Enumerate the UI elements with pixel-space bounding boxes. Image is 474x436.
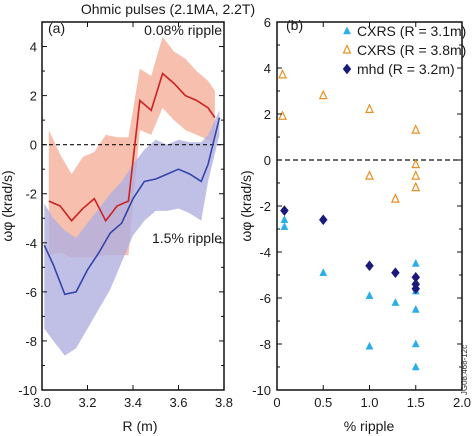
legend-marker-filled-triangle: [343, 26, 351, 35]
data-point-open-triangle: [278, 68, 287, 79]
data-point-filled-triangle: [411, 258, 420, 267]
y-tick-label: -10: [18, 383, 37, 398]
data-point-filled-diamond: [411, 283, 421, 295]
y-tick-label: -2: [259, 199, 271, 214]
data-point-filled-diamond: [318, 214, 328, 226]
panel-b-legend: CXRS (R = 3.1m) CXRS (R = 3.8m) mhd (R = 3…: [342, 23, 466, 77]
data-point-open-triangle: [411, 124, 421, 134]
figure-id: JG08.468-12c: [460, 345, 469, 395]
y-tick-label: 0: [30, 138, 37, 153]
x-tick-label: 0: [273, 395, 280, 410]
data-point-open-triangle: [278, 110, 287, 120]
y-tick-label: -4: [25, 236, 37, 251]
data-point-filled-triangle: [411, 339, 420, 348]
y-tick-label: -8: [259, 337, 271, 352]
band-high-ripple: [44, 110, 220, 356]
y-tick-label: 6: [264, 15, 271, 30]
y-tick-label: 4: [264, 61, 271, 76]
y-tick-label: -6: [259, 291, 271, 306]
x-tick-label: 2.0: [453, 395, 471, 410]
panel-b-frame: [276, 21, 463, 391]
y-tick-label: -4: [259, 245, 271, 260]
data-point-filled-triangle: [411, 362, 420, 371]
data-point-filled-triangle: [365, 341, 374, 350]
data-point-filled-triangle: [319, 268, 328, 276]
annotation-low-ripple: 0.08% ripple: [144, 22, 222, 38]
panel-b: 0 0.5 1.0 1.5 2.0 -10 -8 -6 -4 -2 0 2 4 6 (b) CXRS (R…: [238, 15, 471, 434]
data-point-open-triangle: [318, 89, 328, 100]
panel-a-ticks: 3.0 3.2 3.4 3.6 3.8 -10 -8 -6 -4 -2 0 2 4: [18, 21, 233, 410]
panel-a-x-axis-label: R (m): [123, 418, 158, 434]
data-point-filled-triangle: [280, 215, 289, 224]
data-point-open-triangle: [411, 170, 421, 180]
data-point-filled-triangle: [391, 298, 400, 306]
data-point-filled-diamond: [365, 260, 374, 272]
y-tick-label: -6: [25, 285, 37, 300]
data-point-filled-diamond: [280, 205, 289, 217]
y-tick-label: -10: [252, 383, 271, 398]
y-tick-label: 4: [30, 40, 37, 55]
x-tick-label: 1.5: [407, 395, 425, 410]
series-line-low-ripple: [48, 72, 216, 223]
panel-a-bands: [44, 36, 220, 356]
data-point-open-triangle: [365, 103, 374, 114]
x-tick-label: 3.2: [78, 395, 96, 410]
x-tick-label: 1.0: [360, 395, 378, 410]
data-point-open-triangle: [411, 181, 421, 192]
y-tick-label: 0: [264, 153, 271, 168]
y-tick-label: -8: [25, 334, 37, 349]
panel-b-x-axis-label: % ripple: [344, 418, 395, 434]
y-tick-label: 2: [264, 107, 271, 122]
data-point-filled-triangle: [365, 291, 374, 299]
data-point-open-triangle: [411, 158, 421, 169]
legend-label: CXRS (R = 3.1m): [357, 23, 466, 39]
legend-marker-open-triangle: [342, 44, 352, 54]
x-tick-label: 3.6: [169, 395, 187, 410]
panel-b-y-axis-label: ωφ (krad/s): [238, 170, 254, 241]
data-point-open-triangle: [365, 170, 374, 180]
data-point-filled-triangle: [411, 304, 420, 313]
x-tick-label: 3.4: [124, 395, 142, 410]
x-tick-label: 3.0: [33, 395, 51, 410]
panel-b-ticks: 0 0.5 1.0 1.5 2.0 -10 -8 -6 -4 -2 0 2 4 6: [252, 15, 471, 410]
legend-marker-filled-diamond: [342, 63, 352, 75]
legend-label: CXRS (R = 3.8m): [357, 42, 466, 58]
panel-a-label: (a): [48, 20, 65, 36]
data-point-filled-triangle: [280, 222, 289, 230]
y-tick-label: 2: [30, 89, 37, 104]
data-point-filled-diamond: [391, 267, 400, 279]
panel-a: Ohmic pulses (2.1MA, 2.2T) 3.0 3.2 3.4 3.6 3…: [0, 1, 255, 434]
annotation-high-ripple: 1.5% ripple: [152, 230, 222, 246]
panel-b-points: [278, 68, 421, 371]
data-point-open-triangle: [390, 193, 400, 203]
y-tick-label: -2: [25, 187, 37, 202]
x-tick-label: 0.5: [314, 395, 332, 410]
series-line-high-ripple: [43, 117, 221, 296]
panel-a-y-axis-label: ωφ (krad/s): [0, 170, 15, 241]
panel-a-title: Ohmic pulses (2.1MA, 2.2T): [81, 1, 255, 17]
x-tick-label: 3.8: [215, 395, 233, 410]
panel-b-label: (b): [286, 17, 303, 33]
legend-label: mhd (R = 3.2m): [357, 61, 455, 77]
panel-a-lines: [43, 72, 221, 296]
